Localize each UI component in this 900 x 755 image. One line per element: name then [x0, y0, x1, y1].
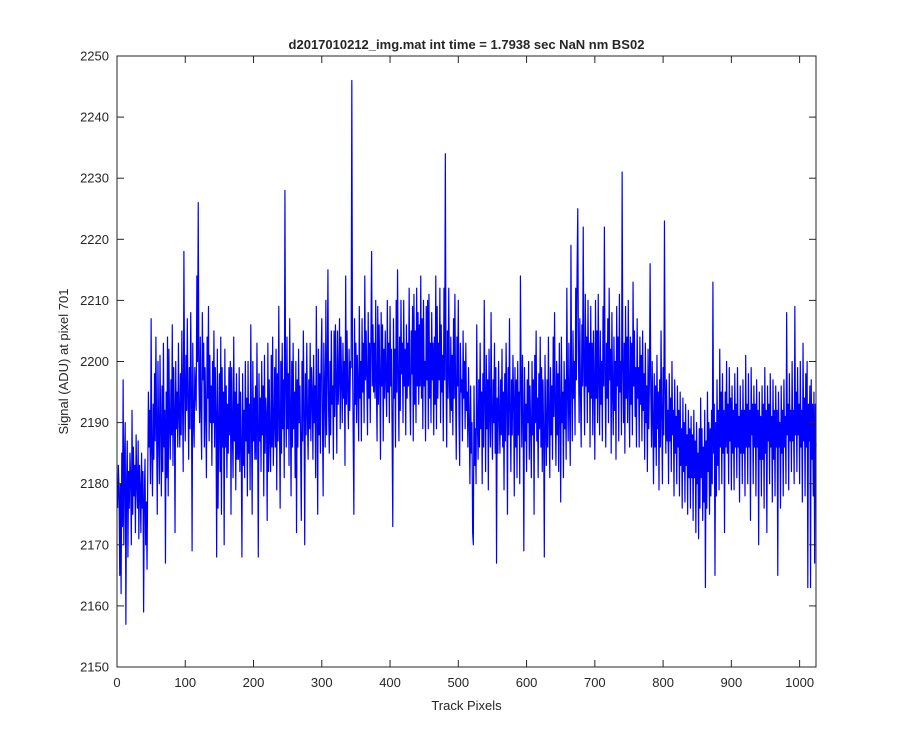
x-axis-label: Track Pixels	[431, 698, 502, 713]
y-axis-label: Signal (ADU) at pixel 701	[56, 289, 71, 435]
x-tick-label: 1000	[785, 675, 814, 690]
y-tick-label: 2160	[80, 598, 109, 613]
series-line	[117, 79, 817, 625]
y-tick-label: 2230	[80, 171, 109, 186]
x-tick-label: 300	[311, 675, 333, 690]
y-tick-label: 2150	[80, 660, 109, 675]
y-tick-label: 2190	[80, 415, 109, 430]
x-tick-label: 0	[113, 675, 120, 690]
x-tick-label: 800	[652, 675, 674, 690]
x-tick-label: 600	[516, 675, 538, 690]
x-tick-label: 200	[243, 675, 265, 690]
chart-title: d2017010212_img.mat int time = 1.7938 se…	[289, 37, 645, 52]
y-tick-label: 2200	[80, 354, 109, 369]
y-axis-ticks: 2150 2160 2170 2180 2190 2200 2210 2220 2230 2240…	[80, 49, 816, 675]
y-tick-label: 2180	[80, 476, 109, 491]
y-tick-label: 2220	[80, 232, 109, 247]
x-tick-label: 400	[379, 675, 401, 690]
series-layer	[117, 79, 817, 625]
x-tick-label: 900	[721, 675, 743, 690]
x-tick-label: 700	[584, 675, 606, 690]
y-tick-label: 2240	[80, 110, 109, 125]
x-tick-label: 100	[174, 675, 196, 690]
y-tick-label: 2170	[80, 537, 109, 552]
y-tick-label: 2250	[80, 49, 109, 64]
x-tick-label: 500	[447, 675, 469, 690]
x-axis-ticks: 0 100 200 300 400 500 600 700 800 900 1000	[113, 56, 814, 690]
y-tick-label: 2210	[80, 293, 109, 308]
